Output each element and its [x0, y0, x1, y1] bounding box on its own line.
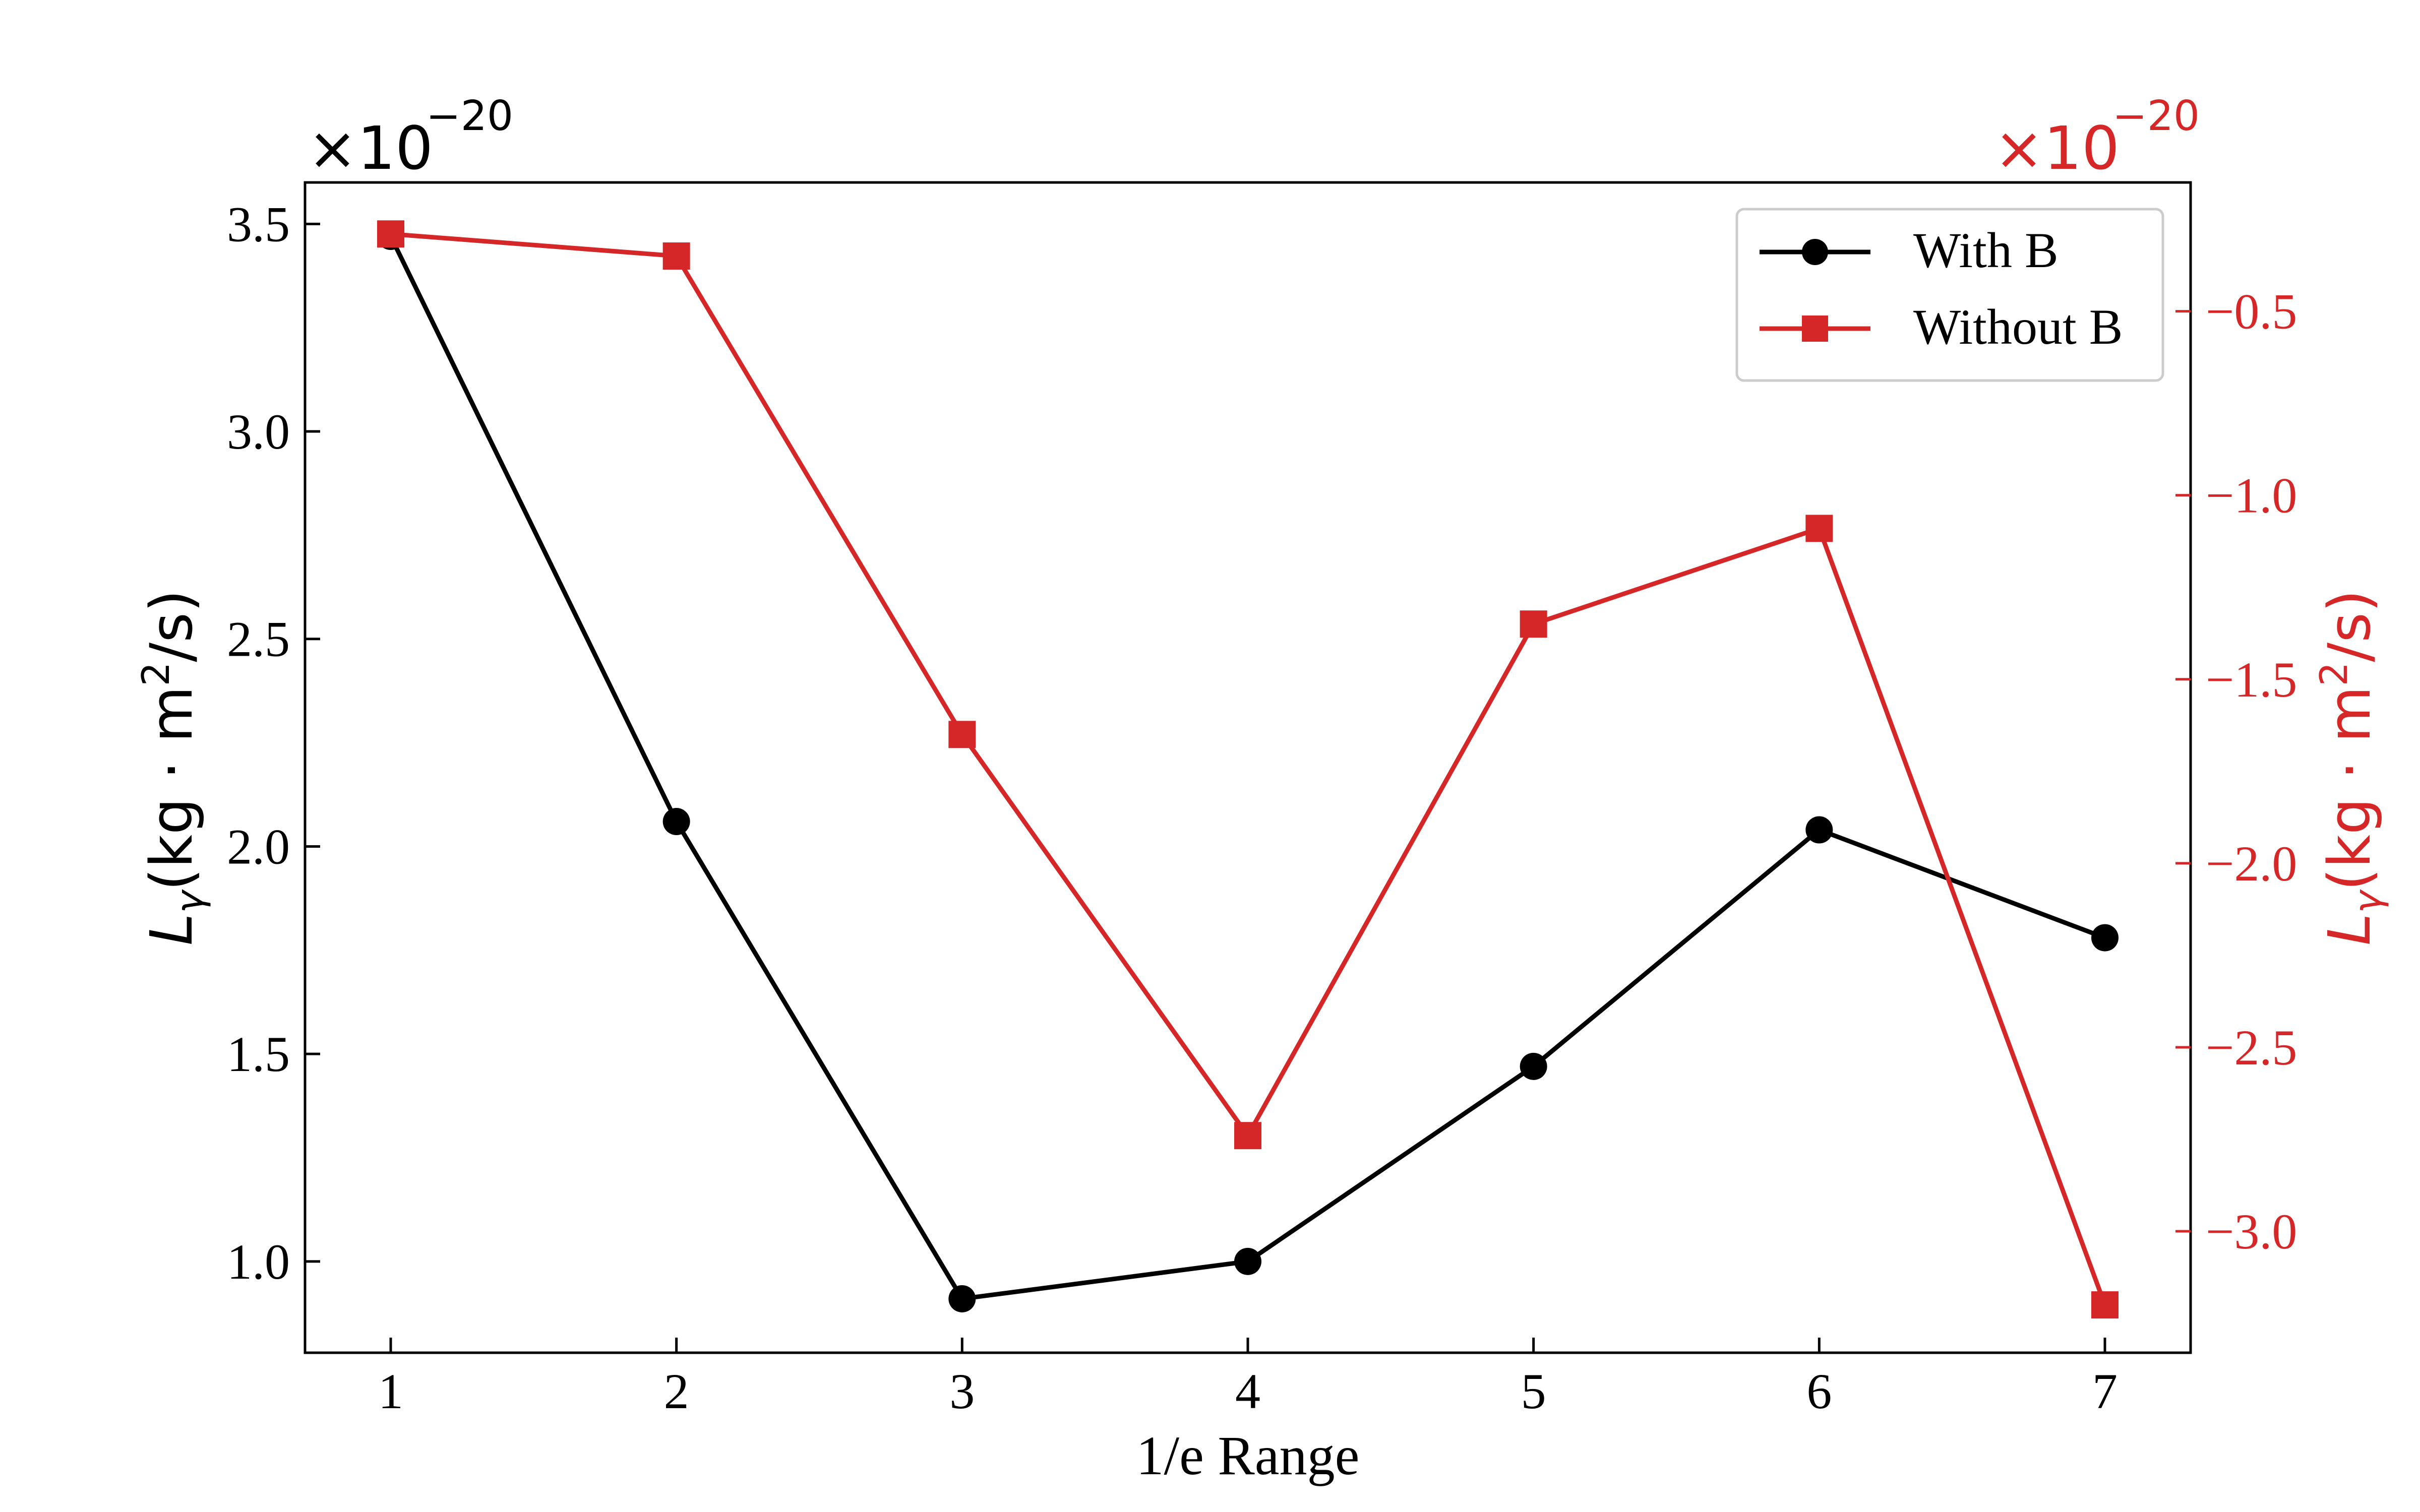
- x-tick-label-1: 1: [378, 1363, 403, 1419]
- point-without-b-5: [1520, 610, 1547, 638]
- series-layer: [377, 220, 2119, 1319]
- point-without-b-2: [662, 242, 690, 270]
- svg-text:×10: ×10: [1994, 113, 2120, 183]
- left-offset-base: ×10: [308, 113, 433, 183]
- right-y-tick-label-−1.5: −1.5: [2206, 652, 2297, 708]
- right-y-axis-label: Lγ(kg · m2/s): [2312, 590, 2390, 946]
- legend-marker-square: [1802, 316, 1828, 342]
- point-with-b-6: [1805, 816, 1833, 844]
- left-y-tick-label-2.5: 2.5: [227, 611, 290, 667]
- right-axis-offset: ×10 −20: [1994, 92, 2200, 183]
- right-offset-exp: −20: [2112, 92, 2200, 140]
- left-offset-exp: −20: [426, 92, 513, 140]
- x-tick-label-2: 2: [664, 1363, 689, 1419]
- legend: With B Without B: [1735, 208, 2164, 382]
- point-without-b-6: [1805, 515, 1833, 542]
- left-y-axis-ticks: 1.0 1.5 2.0 2.5 3.0 3.5: [227, 196, 320, 1290]
- point-without-b-7: [2091, 1291, 2119, 1319]
- x-tick-label-5: 5: [1521, 1363, 1546, 1419]
- legend-entry-with-b: With B: [1760, 222, 2059, 278]
- legend-label-without-b: Without B: [1913, 299, 2123, 355]
- legend-marker-circle: [1802, 239, 1828, 265]
- x-tick-label-7: 7: [2092, 1363, 2118, 1419]
- point-without-b-4: [1234, 1122, 1261, 1150]
- right-y-tick-label-−0.5: −0.5: [2206, 284, 2297, 340]
- x-axis-label: 1/e Range: [1136, 1425, 1360, 1486]
- point-without-b-3: [948, 721, 976, 748]
- left-y-axis-label: Lγ(kg · m2/s): [134, 590, 212, 946]
- svg-text:×10: ×10: [308, 113, 433, 183]
- point-with-b-5: [1520, 1052, 1547, 1080]
- x-tick-label-6: 6: [1806, 1363, 1832, 1419]
- left-y-tick-label-1.0: 1.0: [227, 1234, 290, 1290]
- right-y-axis-ticks: −0.5 −1.0 −1.5 −2.0 −2.5 −3.0: [2175, 284, 2297, 1259]
- right-offset-base: ×10: [1994, 113, 2120, 183]
- x-tick-label-4: 4: [1235, 1363, 1260, 1419]
- point-with-b-3: [948, 1285, 976, 1312]
- right-y-tick-label-−1.0: −1.0: [2206, 468, 2297, 524]
- right-y-tick-label-−2.5: −2.5: [2206, 1020, 2297, 1076]
- left-y-tick-label-3.0: 3.0: [227, 404, 290, 460]
- legend-entry-without-b: Without B: [1760, 299, 2123, 355]
- left-y-tick-label-3.5: 3.5: [227, 196, 290, 252]
- right-y-tick-label-−3.0: −3.0: [2206, 1204, 2297, 1259]
- left-axis-offset: ×10 −20: [308, 92, 513, 183]
- point-with-b-2: [662, 808, 690, 836]
- x-tick-label-3: 3: [949, 1363, 975, 1419]
- right-y-tick-label-−2.0: −2.0: [2206, 836, 2297, 892]
- point-with-b-7: [2091, 924, 2119, 952]
- point-with-b-4: [1234, 1247, 1261, 1275]
- point-without-b-1: [377, 220, 404, 248]
- x-axis-ticks: 1 2 3 4 5 6 7: [378, 1338, 2118, 1419]
- legend-label-with-b: With B: [1913, 222, 2059, 278]
- left-y-tick-label-1.5: 1.5: [227, 1026, 290, 1082]
- left-y-tick-label-2.0: 2.0: [227, 818, 290, 874]
